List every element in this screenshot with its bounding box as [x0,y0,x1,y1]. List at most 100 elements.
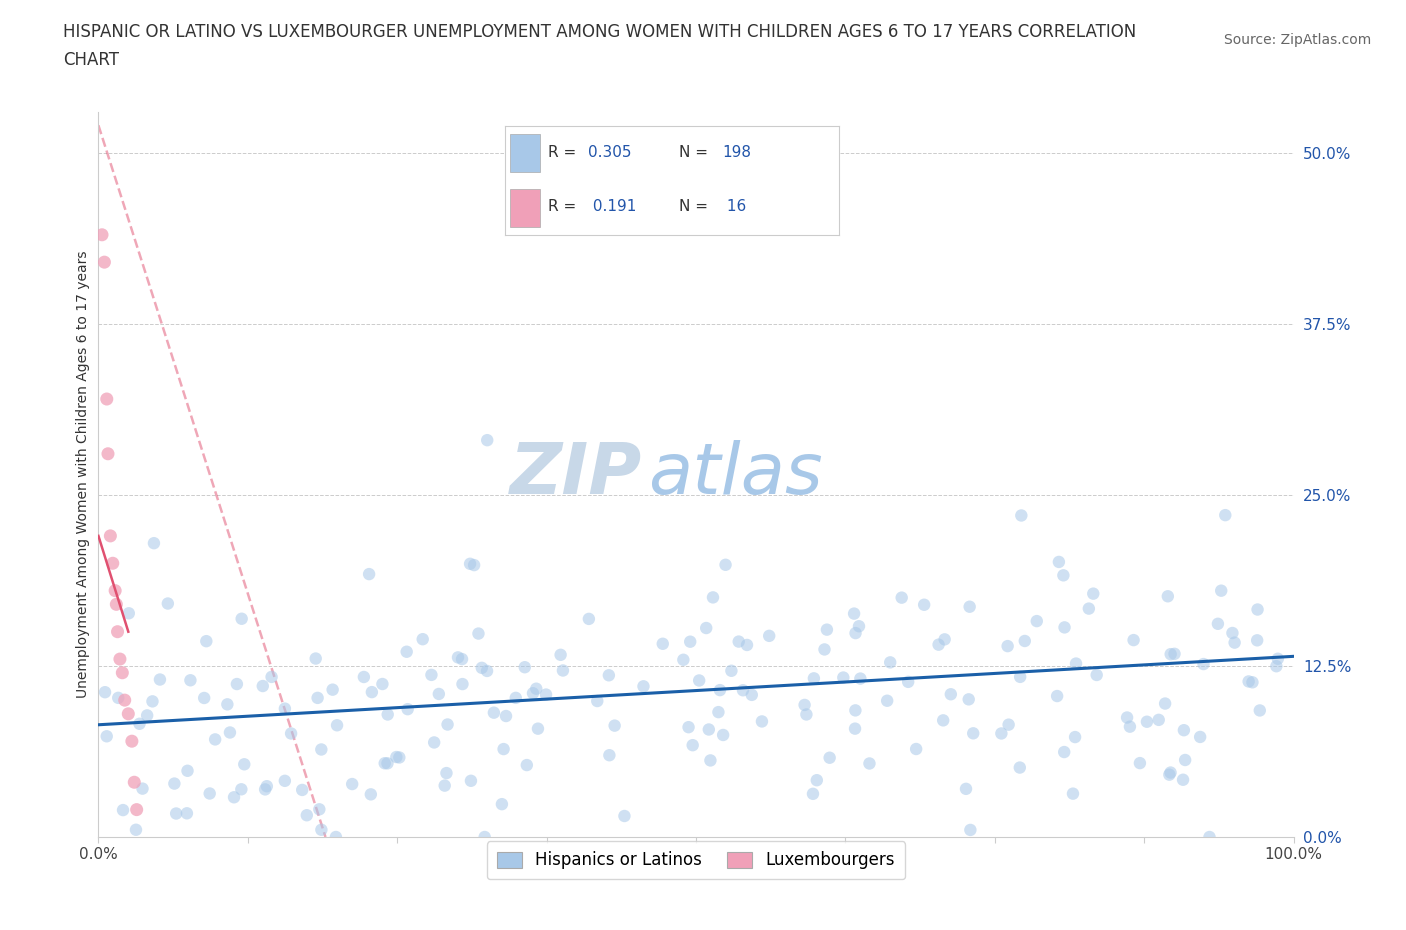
Point [274,774,297,789]
Point [1265,658,1288,673]
Point [1171,772,1194,787]
Point [463,558,485,573]
Point [1047,554,1070,569]
Point [125,803,148,817]
Point [94,684,117,699]
Point [353,670,375,684]
Point [396,702,419,717]
Point [727,634,749,649]
Point [1163,646,1185,661]
Point [163,777,186,791]
Point [233,757,256,772]
Point [815,622,838,637]
Point [550,647,572,662]
Point [858,756,880,771]
Point [1077,601,1099,616]
Point [505,690,527,705]
Point [720,663,742,678]
Point [295,808,318,823]
Point [1046,688,1069,703]
Point [125,822,148,837]
Point [1053,620,1076,635]
Point [326,718,349,733]
Point [897,674,920,689]
Point [905,741,928,756]
Point [513,659,536,674]
Point [460,774,482,789]
Point [848,618,870,633]
Point [325,830,347,844]
Point [322,683,344,698]
Point [198,786,221,801]
Point [231,782,253,797]
Point [436,765,458,780]
Point [97,446,120,461]
Point [912,597,935,612]
Point [714,557,737,572]
Text: CHART: CHART [63,51,120,69]
Point [165,806,187,821]
Point [1174,752,1197,767]
Point [1136,714,1159,729]
Point [1010,508,1032,523]
Point [475,663,498,678]
Point [111,665,134,680]
Point [93,255,115,270]
Point [803,671,825,685]
Text: HISPANIC OR LATINO VS LUXEMBOURGER UNEMPLOYMENT AMONG WOMEN WITH CHILDREN AGES 6: HISPANIC OR LATINO VS LUXEMBOURGER UNEMP… [63,23,1136,41]
Point [876,693,898,708]
Point [91,227,114,242]
Point [423,735,446,750]
Point [217,697,239,711]
Point [959,599,981,614]
Point [1010,670,1032,684]
Point [433,778,456,793]
Point [156,596,179,611]
Point [1246,602,1268,617]
Point [932,713,955,728]
Point [1014,633,1036,648]
Point [385,750,408,764]
Point [458,556,481,571]
Point [1237,674,1260,689]
Point [195,633,218,648]
Point [1157,589,1180,604]
Point [1154,697,1177,711]
Point [231,611,253,626]
Point [291,782,314,797]
Point [1160,646,1182,661]
Point [360,787,382,802]
Point [377,756,399,771]
Point [741,687,763,702]
Point [934,631,956,646]
Point [1147,712,1170,727]
Point [1122,632,1144,647]
Point [1053,745,1076,760]
Point [252,679,274,694]
Point [427,686,450,701]
Point [682,737,704,752]
Point [672,652,695,667]
Legend: Hispanics or Latinos, Luxembourgers: Hispanics or Latinos, Luxembourgers [486,842,905,880]
Point [114,693,136,708]
Point [844,721,866,736]
Point [598,748,620,763]
Point [1267,651,1289,666]
Point [260,670,283,684]
Point [1052,568,1074,583]
Point [374,756,396,771]
Point [1222,626,1244,641]
Point [603,718,626,733]
Point [436,717,458,732]
Point [222,790,245,804]
Point [586,694,609,709]
Point [707,705,730,720]
Point [219,725,242,740]
Point [613,808,636,823]
Point [142,536,165,551]
Point [377,707,399,722]
Point [117,707,139,722]
Point [524,682,547,697]
Point [467,626,489,641]
Point [758,629,780,644]
